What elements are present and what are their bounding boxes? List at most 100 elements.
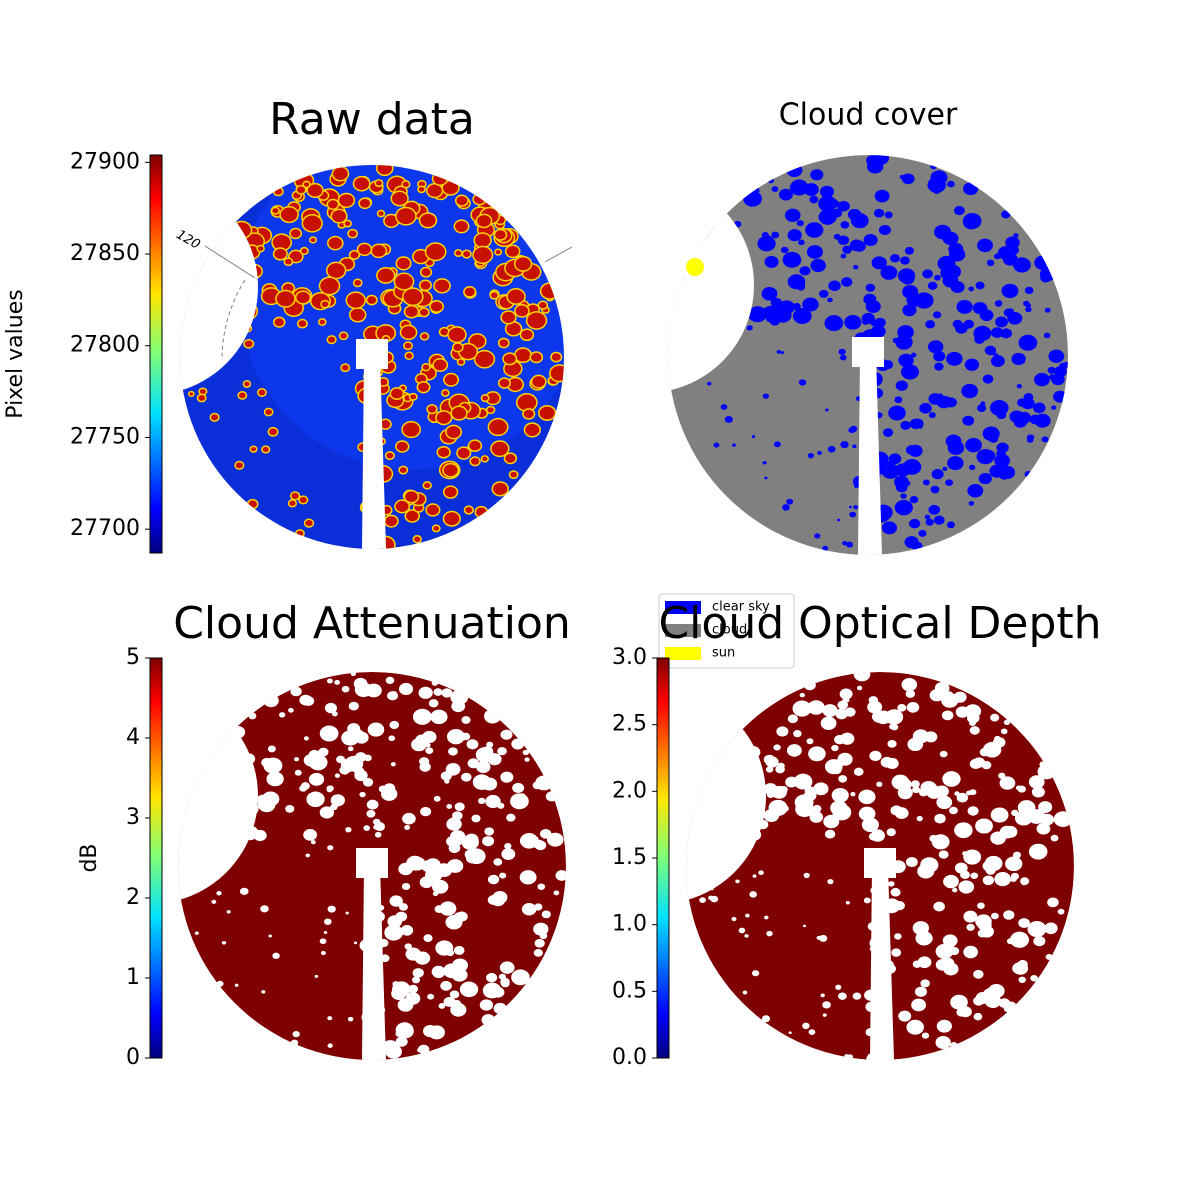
sky-blob — [410, 394, 417, 400]
sky-blob — [473, 194, 486, 204]
sky-blob — [367, 296, 377, 304]
panel-title: Raw data — [269, 94, 475, 145]
sky-blob — [770, 297, 783, 308]
sky-blob — [553, 890, 560, 896]
mast-head — [356, 848, 388, 878]
sky-blob — [990, 327, 1004, 338]
sky-blob — [853, 505, 859, 510]
colorbar-tick-label: 0.5 — [612, 978, 647, 1003]
sky-blob — [965, 438, 983, 453]
sky-blob — [482, 395, 489, 401]
sky-blob — [871, 256, 887, 270]
sky-blob — [448, 327, 466, 342]
sky-blob — [771, 785, 787, 799]
sky-blob — [288, 707, 294, 713]
sky-blob — [827, 879, 834, 885]
sky-blob — [762, 234, 772, 243]
sky-blob — [1001, 283, 1019, 299]
sky-blob — [486, 741, 494, 748]
sky-blob — [541, 924, 548, 931]
sky-blob — [318, 747, 329, 757]
sky-blob — [953, 205, 965, 216]
sky-blob — [440, 328, 449, 336]
sky-blob — [405, 306, 418, 317]
sky-blob — [341, 364, 349, 371]
sky-blob — [503, 353, 516, 364]
sky-blob — [487, 874, 500, 885]
sky-blob — [751, 970, 760, 977]
sky-blob — [402, 422, 420, 437]
sky-blob — [882, 428, 894, 437]
sky-blob — [809, 195, 819, 204]
sky-blob — [421, 268, 431, 277]
sky-blob — [897, 325, 914, 340]
sky-blob — [1010, 876, 1017, 882]
sky-blob — [515, 348, 531, 362]
sky-blob — [302, 695, 315, 706]
sky-blob — [1039, 761, 1047, 768]
sky-blob — [840, 221, 850, 229]
legend-patch — [665, 624, 701, 637]
sky-blob — [947, 456, 964, 471]
sky-blob — [908, 444, 923, 457]
sky-blob — [846, 541, 854, 548]
sky-blob — [925, 320, 936, 329]
sky-blob — [1030, 974, 1038, 982]
sky-blob — [950, 1042, 958, 1049]
sky-blob — [731, 916, 737, 922]
sky-blob — [764, 476, 768, 480]
sky-blob — [1048, 349, 1065, 363]
sky-blob — [305, 853, 311, 858]
sky-blob — [933, 515, 945, 525]
sky-blob — [449, 990, 460, 999]
sky-blob — [1034, 255, 1052, 271]
legend-label: clear sky — [712, 600, 770, 615]
sky-blob — [226, 910, 231, 914]
sky-blob — [732, 443, 736, 447]
sky-blob — [765, 756, 779, 768]
sky-blob — [881, 521, 897, 535]
sky-blob — [374, 831, 382, 838]
sky-blob — [898, 1010, 912, 1022]
sky-blob — [1024, 286, 1034, 295]
sky-blob — [924, 731, 938, 743]
sky-blob — [842, 245, 852, 254]
sky-blob — [974, 334, 985, 344]
sky-blob — [978, 473, 992, 485]
sky-blob — [534, 938, 545, 948]
sky-blob — [457, 447, 470, 459]
sky-blob — [1043, 332, 1051, 339]
sky-blob — [439, 901, 457, 916]
sky-blob — [405, 510, 419, 522]
sky-blob — [452, 958, 469, 973]
sky-blob — [831, 788, 849, 803]
sky-blob — [332, 210, 347, 223]
sky-blob — [470, 457, 480, 465]
sky-blob — [320, 950, 326, 956]
sky-blob — [969, 726, 980, 735]
sky-blob — [328, 237, 343, 249]
sky-blob — [812, 804, 822, 813]
colorbar-tick-label: 2 — [126, 885, 140, 910]
sky-blob — [995, 316, 1008, 328]
sky-blob — [451, 407, 467, 420]
sky-blob — [798, 239, 805, 246]
sky-blob — [861, 817, 879, 833]
sky-blob — [934, 362, 944, 371]
sky-blob — [1044, 922, 1058, 935]
sky-blob — [433, 172, 447, 185]
sky-blob — [927, 281, 938, 290]
sky-blob — [1045, 953, 1053, 960]
sky-blob — [900, 364, 919, 380]
sky-blob — [433, 688, 443, 696]
sky-blob — [967, 484, 984, 498]
sky-pixels — [178, 672, 566, 1060]
sky-blob — [946, 180, 955, 188]
sky-blob — [486, 972, 498, 983]
sky-blob — [834, 201, 842, 208]
sky-blob — [745, 913, 750, 918]
sky-blob — [467, 758, 480, 769]
sky-blob — [895, 482, 908, 493]
sky-blob — [493, 858, 503, 866]
